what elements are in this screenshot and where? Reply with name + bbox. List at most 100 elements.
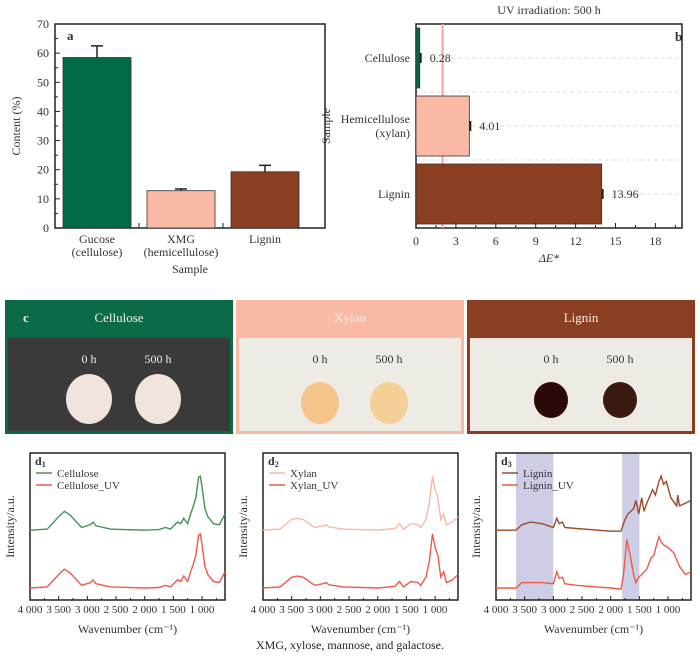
x-axis-label: Wavenumber (cm⁻¹) (78, 622, 177, 636)
y-axis-label: Content (%) (9, 97, 23, 156)
legend-label: Cellulose (57, 468, 99, 480)
bar-0 (415, 27, 421, 89)
panel-a-chart: a 0 10 20 30 40 50 60 70 Content (%) Gucose(cellu… (9, 17, 326, 276)
x-tick-label: (hemicellulose) (144, 245, 219, 259)
x-tick-label: 2 500 (337, 604, 362, 616)
x-tick-label: 3 500 (512, 604, 537, 616)
x-tick-label: 2 000 (598, 604, 623, 616)
series-line-lignin (496, 474, 692, 532)
x-tick-label: 3 000 (308, 604, 333, 616)
y-tick-label: Hemicellulose (341, 112, 410, 126)
legend-label: Xylan (290, 468, 317, 480)
legend-label: Cellulose_UV (57, 480, 120, 492)
x-tick-label: 3 (453, 234, 459, 248)
photo-panel-cellulose: Cellulose c 0 h 500 h (5, 300, 233, 434)
series-line-xylan (262, 476, 459, 531)
x-tick-label: XMG (167, 232, 195, 246)
sample-disc (534, 382, 568, 418)
x-tick-label: 3 000 (541, 604, 566, 616)
photo-body: 0 h 500 h (239, 338, 461, 431)
y-tick-label: 70 (37, 17, 49, 31)
y-tick-label: 40 (37, 104, 49, 118)
series-line-lignin_uv (496, 534, 692, 590)
bar-1 (415, 95, 470, 157)
photo-panel-title: Cellulose c (5, 300, 233, 335)
y-tick-label: (xylan) (375, 126, 410, 140)
panel-a-letter: a (67, 28, 74, 43)
highlight-band (622, 453, 640, 600)
value-label: 4.01 (479, 119, 500, 133)
bar-0 (62, 57, 132, 229)
x-tick-label: (cellulose) (72, 245, 123, 259)
y-tick-label: 10 (37, 192, 49, 206)
x-tick-label: 2 000 (132, 604, 157, 616)
panel-c-letter: c (23, 310, 29, 325)
x-tick-label: 1 000 (190, 604, 215, 616)
plot-frame (29, 452, 226, 601)
sample-disc (66, 374, 112, 424)
panel-letter: d1 (35, 454, 46, 469)
legend-label: Lignin_UV (523, 480, 574, 492)
y-tick-label: 30 (37, 134, 49, 148)
x-tick-label: 9 (533, 234, 539, 248)
x-tick-label: 2 500 (104, 604, 129, 616)
x-axis-label: Wavenumber (cm⁻¹) (544, 622, 643, 636)
x-tick-label: 1 000 (423, 604, 448, 616)
x-tick-label: 3 000 (75, 604, 100, 616)
time-label: 500 h (375, 352, 403, 366)
panel-b-letter: b (675, 29, 682, 44)
time-label: 500 h (144, 352, 172, 366)
series-line-cellulose_uv (29, 532, 226, 589)
x-tick-label: 2 000 (365, 604, 390, 616)
x-tick-label: 18 (649, 234, 661, 248)
x-tick-label: 15 (610, 234, 622, 248)
y-tick-label: 60 (37, 46, 49, 60)
x-tick-label: 0 (413, 234, 419, 248)
time-label: 0 h (543, 352, 559, 366)
value-label: 13.96 (612, 187, 639, 201)
y-axis-label: Sample (320, 108, 333, 144)
time-label: 0 h (312, 352, 328, 366)
x-axis-label: Wavenumber (cm⁻¹) (311, 622, 410, 636)
y-tick-label: Cellulose (365, 51, 410, 65)
x-tick-label: 12 (570, 234, 582, 248)
photo-panel-lignin: Lignin 0 h 500 h (467, 300, 695, 434)
legend-label: Lignin (523, 468, 553, 480)
y-tick-label: 50 (37, 75, 49, 89)
y-axis-label: Intensity/a.u. (3, 495, 17, 558)
x-tick-label: 1 500 (627, 604, 652, 616)
y-axis-label: Intensity/a.u. (469, 495, 483, 558)
x-tick-label: 3 500 (46, 604, 71, 616)
x-tick-label: 4 000 (18, 604, 43, 616)
highlight-band (516, 453, 554, 600)
x-tick-label: 1 500 (161, 604, 186, 616)
photo-panel-title: Lignin (467, 300, 695, 335)
sample-disc (301, 382, 339, 424)
panel-letter: d2 (268, 454, 279, 469)
x-tick-label: 6 (493, 234, 499, 248)
time-label: 500 h (606, 352, 634, 366)
bar-2 (230, 171, 300, 229)
bar-2 (415, 163, 603, 225)
time-label: 0 h (81, 352, 97, 366)
sample-disc (603, 382, 637, 418)
x-tick-label: 1 500 (394, 604, 419, 616)
y-tick-label: 20 (37, 163, 49, 177)
photo-panel-xylan: Xylan 0 h 500 h (236, 300, 464, 434)
sample-disc (370, 382, 408, 424)
x-axis-label: Sample (172, 262, 208, 276)
chart-title: UV irradiation: 500 h (497, 3, 600, 17)
value-label: 0.28 (430, 51, 451, 65)
series-line-cellulose (29, 475, 226, 531)
plot-frame (495, 452, 692, 601)
x-tick-label: 2 500 (570, 604, 595, 616)
legend-label: Xylan_UV (290, 480, 338, 492)
sample-disc (135, 374, 181, 424)
photo-body: 0 h 500 h (470, 338, 692, 431)
plot-frame (262, 452, 459, 601)
x-tick-label: Gucose (79, 232, 115, 246)
bar-1 (146, 190, 216, 229)
photo-panel-title: Xylan (236, 300, 464, 335)
